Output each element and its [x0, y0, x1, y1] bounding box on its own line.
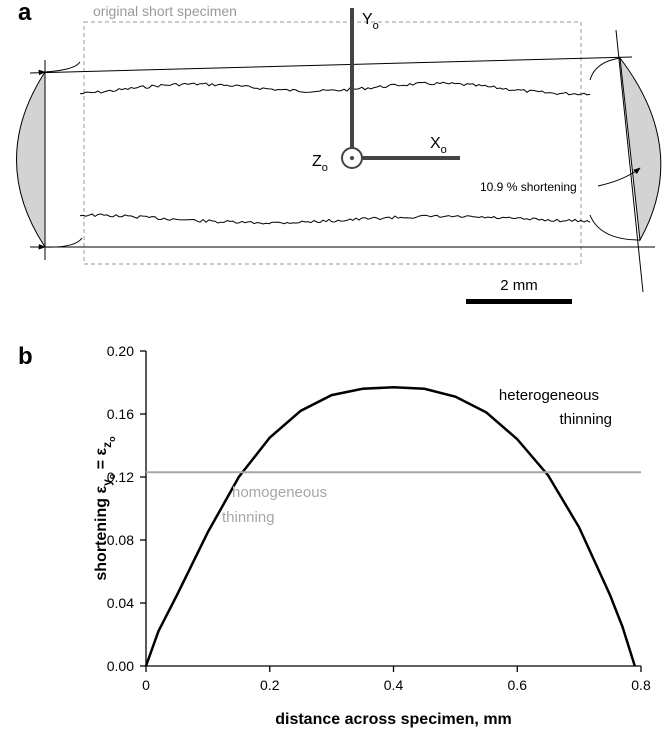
- y-tick-label: 0.20: [107, 343, 134, 359]
- y-axis-label-part: y: [100, 479, 114, 486]
- y-axis-label-part: o: [107, 473, 117, 479]
- specimen-edge: [80, 81, 591, 96]
- y-tick-label: 0.04: [107, 595, 134, 611]
- y-tick-label: 0.08: [107, 532, 134, 548]
- y-axis-label-part: o: [107, 436, 117, 442]
- arrow: [597, 167, 641, 187]
- y-axis-label-part: = ε: [93, 447, 110, 473]
- annotation: heterogeneous: [499, 387, 599, 404]
- right-line: [615, 29, 644, 293]
- x-axis-label: Xo: [430, 135, 447, 156]
- x-tick-label: 0: [142, 677, 150, 693]
- x-axis-label: distance across specimen, mm: [275, 711, 512, 728]
- x-tick-label: 0.4: [384, 677, 404, 693]
- arrow: [589, 214, 641, 241]
- right-lens: [619, 56, 662, 242]
- x-tick-label: 0.6: [508, 677, 528, 693]
- annotation: thinning: [559, 411, 612, 428]
- x-tick-label: 0.2: [260, 677, 280, 693]
- arrow: [38, 237, 83, 250]
- y-axis-label-part: shortening ε: [93, 486, 110, 581]
- scale-bar-label: 2 mm: [500, 277, 538, 294]
- y-axis-label: Yo: [362, 11, 379, 32]
- arrow: [38, 61, 81, 76]
- shortening-note: 10.9 % shortening: [480, 180, 577, 194]
- y-tick-label: 0.16: [107, 406, 134, 422]
- z-axis-dot: [350, 156, 354, 160]
- y-axis-label: shortening εyo = εzo: [93, 436, 117, 581]
- y-tick-label: 0.12: [107, 469, 134, 485]
- left-lens: [16, 70, 46, 249]
- x-tick-label: 0.8: [631, 677, 651, 693]
- panel-label: b: [18, 343, 33, 370]
- top-line: [29, 56, 633, 74]
- original-outline: [83, 21, 582, 265]
- annotation: homogeneous: [232, 484, 327, 501]
- y-tick-label: 0.00: [107, 658, 134, 674]
- scale-bar: [466, 299, 572, 304]
- specimen-edge: [79, 213, 591, 225]
- y-axis-label-part: z: [100, 442, 114, 448]
- data-line: [144, 385, 637, 667]
- chart: 0.00 0.04 0.08 0.12 0.16 0.20 0 0.2 0.4 0.6 0.8 dis…: [93, 343, 651, 728]
- outline-label: original short specimen: [93, 3, 237, 19]
- annotation: thinning: [222, 509, 275, 526]
- arrow: [589, 57, 621, 81]
- z-axis-label: Zo: [312, 153, 328, 174]
- panel-label: a: [18, 0, 32, 26]
